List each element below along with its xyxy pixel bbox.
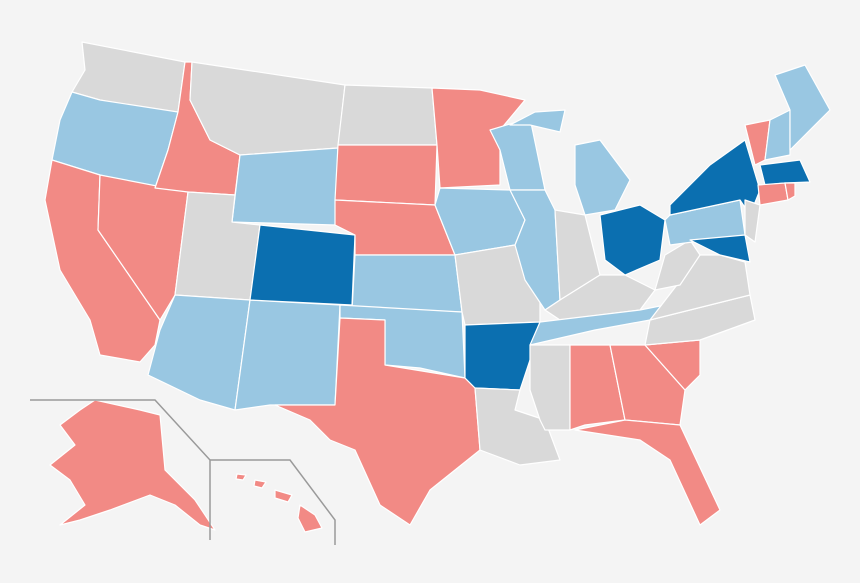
state-al (569, 344, 626, 431)
state-ak (49, 399, 216, 531)
state-wy (231, 147, 339, 226)
state-fl (574, 419, 721, 526)
state-ma (759, 159, 811, 186)
inset-border (210, 459, 336, 545)
state-hi-2 (274, 489, 293, 503)
state-sd (334, 144, 438, 206)
inset-border (30, 399, 211, 540)
state-wv (654, 239, 701, 291)
state-tx (274, 317, 481, 526)
state-nh (764, 109, 791, 161)
state-md (689, 234, 751, 263)
state-ga (609, 344, 686, 426)
state-hi-1 (297, 504, 323, 533)
state-me (774, 64, 831, 151)
state-nm (234, 299, 341, 411)
state-oh (599, 204, 666, 276)
state-hi-4 (235, 473, 247, 481)
state-hi-3 (253, 479, 267, 489)
state-ri (784, 182, 796, 201)
state-co (249, 224, 356, 306)
state-ks (351, 254, 463, 313)
states (44, 41, 831, 533)
state-ny (669, 139, 761, 216)
state-nj (744, 199, 761, 243)
state-pa (664, 199, 746, 246)
state-mi-up (509, 109, 566, 133)
state-mi (574, 139, 631, 216)
state-la (474, 387, 561, 466)
state-nd (337, 84, 438, 146)
state-mn (431, 87, 526, 189)
